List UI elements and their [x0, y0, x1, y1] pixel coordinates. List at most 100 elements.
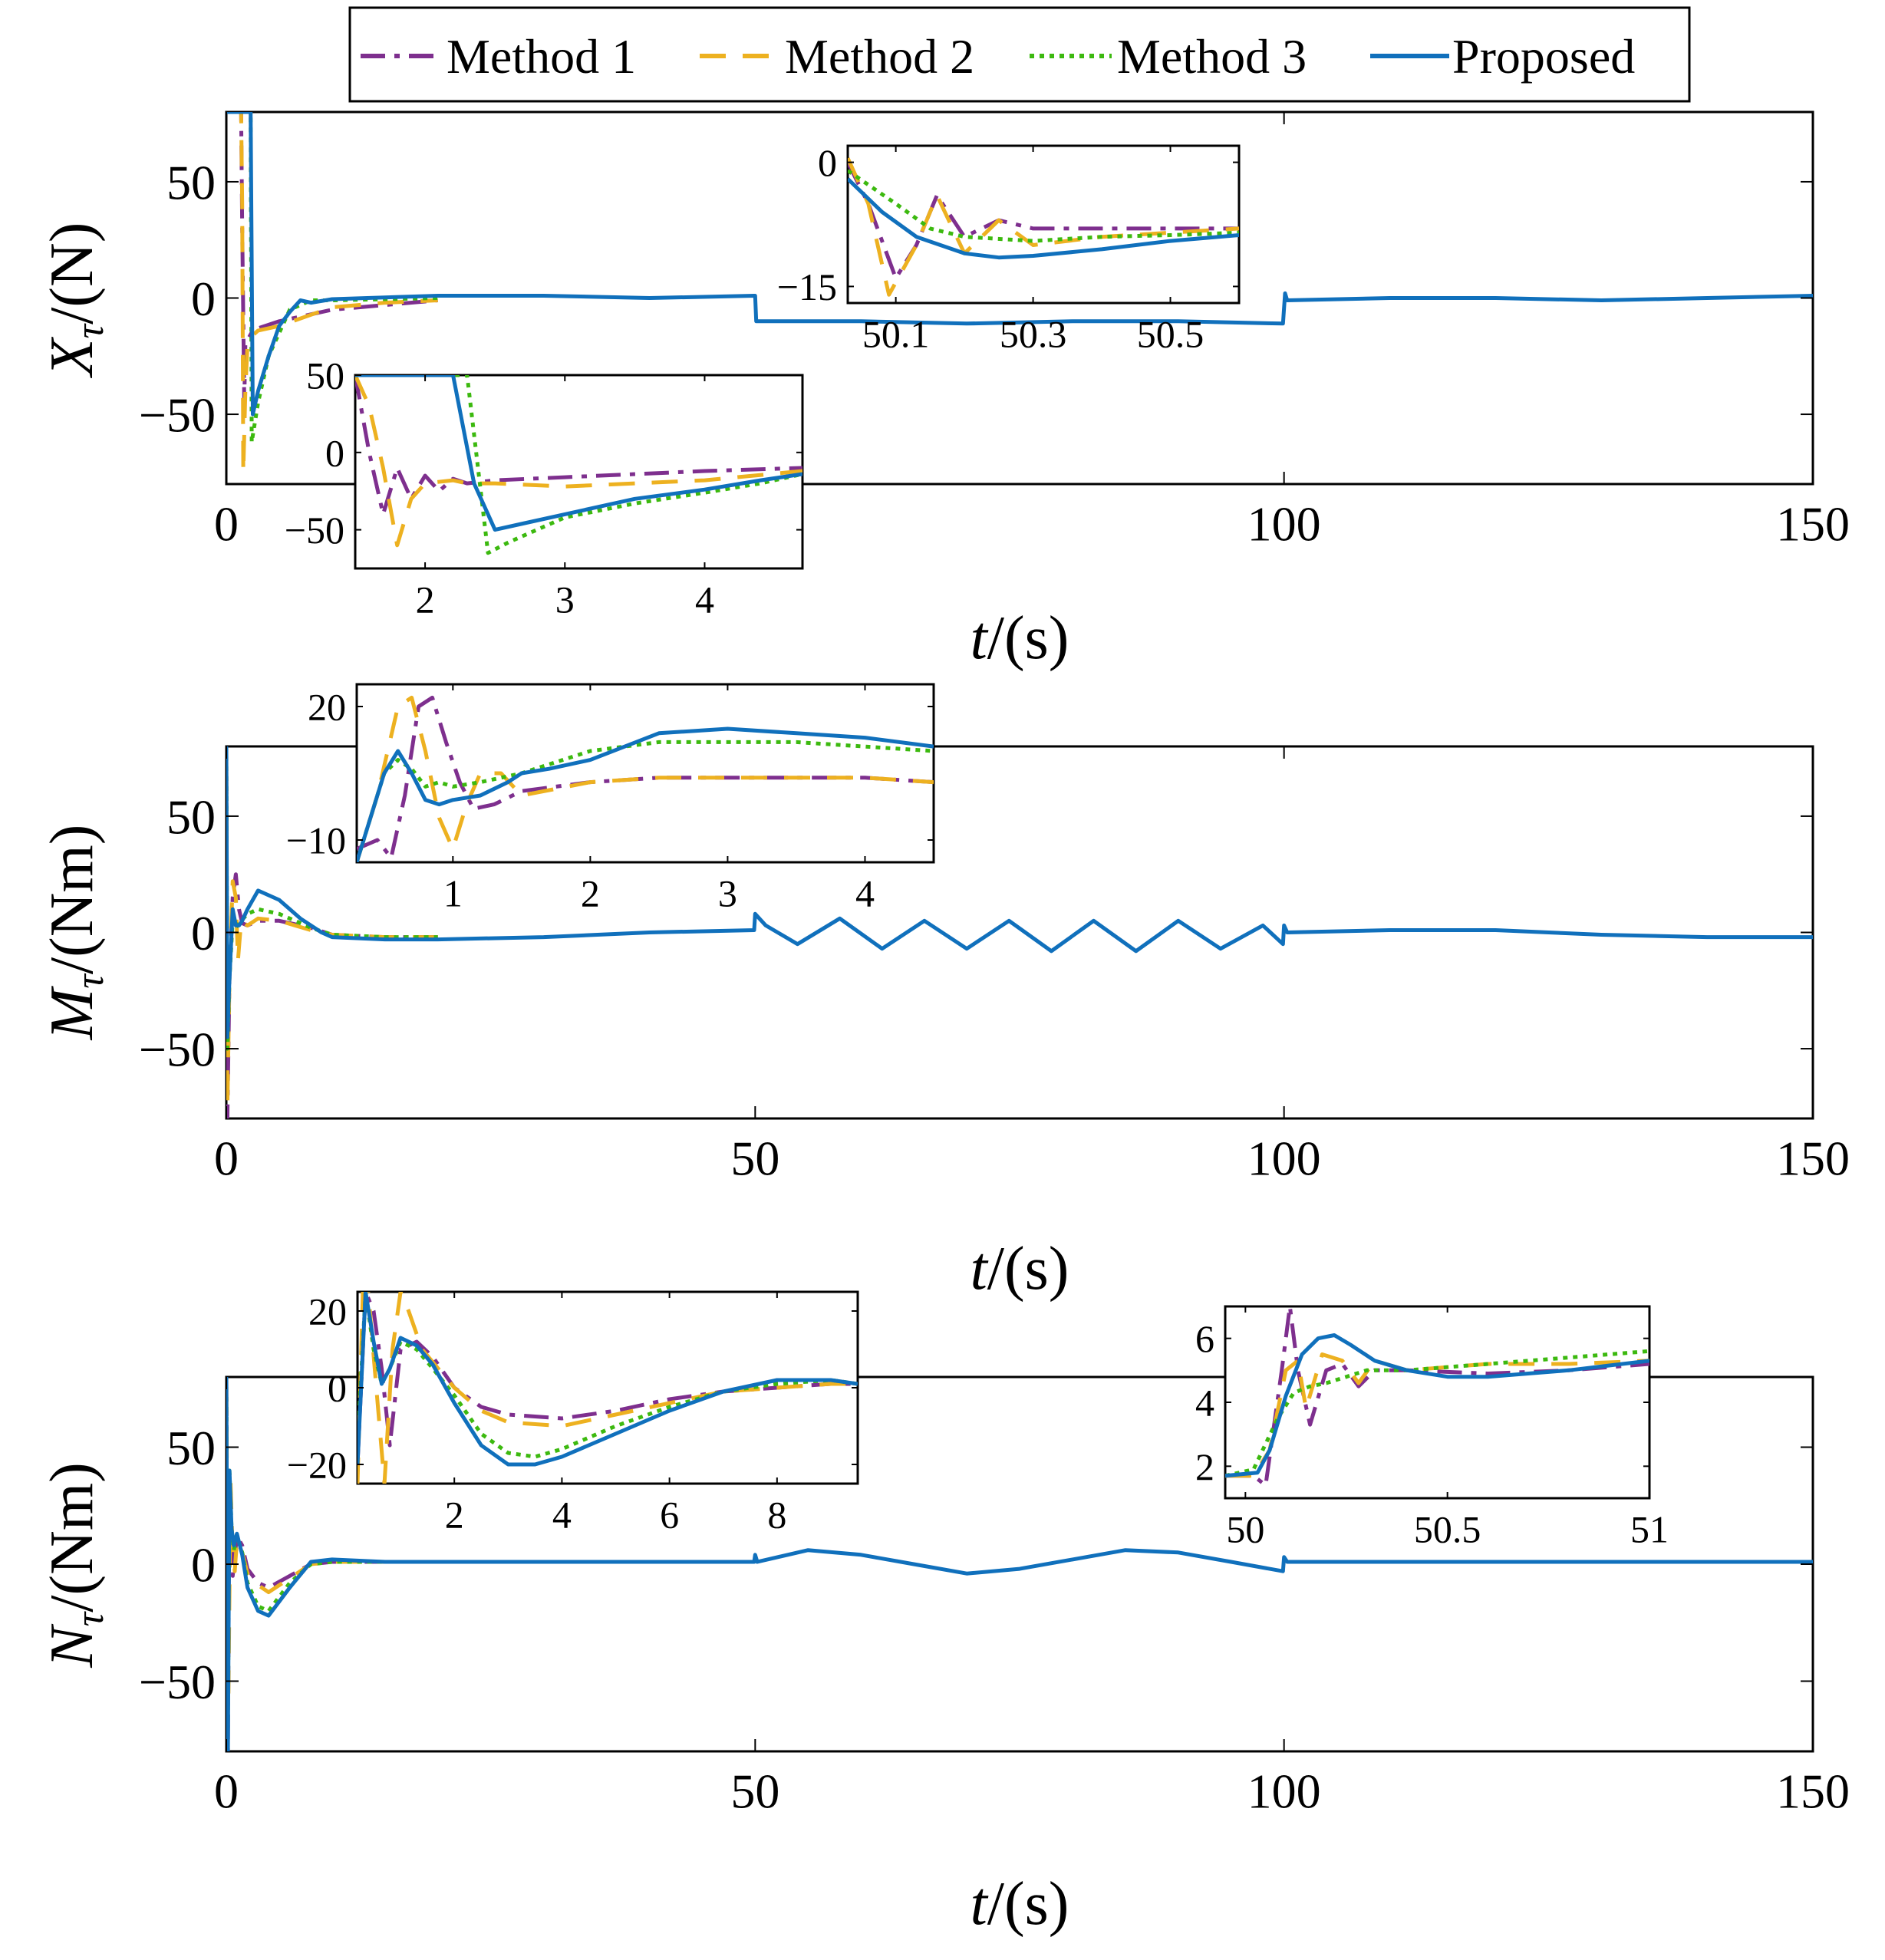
series-proposed — [848, 177, 1239, 260]
series-proposed — [1225, 1333, 1649, 1478]
y-axis-label: Xτ/(N) — [38, 222, 112, 379]
x-tick-label: 1 — [443, 872, 463, 915]
inset-disturbance-50s: 50 50.5 51 6 4 2 — [1195, 1305, 1669, 1551]
x-axis-label: t/(s) — [971, 1235, 1069, 1303]
inset-lines — [358, 1292, 858, 1484]
x-tick-label: 6 — [660, 1494, 679, 1537]
panel-n-tau: 0 50 100 150 50 0 −50 Nτ/(Nm) t/(s) 2 4 6 8 20 0 −20… — [38, 1290, 1850, 1939]
x-tick-label: 150 — [1776, 1764, 1850, 1819]
main-plot-lines — [226, 112, 1813, 475]
y-tick-label: −50 — [139, 387, 216, 442]
inset-startup: 2 4 6 8 20 0 −20 — [287, 1290, 859, 1537]
series-proposed — [355, 375, 802, 532]
y-tick-label: 2 — [1195, 1445, 1214, 1488]
series-proposed — [357, 726, 934, 862]
x-tick-label: 0 — [214, 497, 239, 552]
series-method-2 — [226, 112, 438, 475]
y-tick-label: 6 — [1195, 1317, 1214, 1360]
y-tick-label: 50 — [306, 354, 344, 397]
x-tick-label: 4 — [695, 578, 714, 621]
y-tick-label: 0 — [191, 906, 216, 960]
x-tick-label: 2 — [416, 578, 435, 621]
axis-ticks: 0 100 150 50 0 −50 — [139, 112, 1850, 552]
x-tick-label: 51 — [1630, 1508, 1669, 1551]
inset-ticks: 50.1 50.3 50.5 0 −15 — [777, 141, 1239, 356]
y-tick-label: 20 — [308, 1290, 347, 1333]
x-tick-label: 4 — [855, 872, 875, 915]
inset-startup: 1 2 3 4 20 −10 — [286, 683, 935, 915]
inset-lines — [1225, 1306, 1649, 1487]
inset-ticks: 50 50.5 51 6 4 2 — [1195, 1306, 1669, 1551]
legend: Method 1 Method 2 Method 3 Proposed — [348, 6, 1691, 103]
y-tick-label: 20 — [308, 686, 346, 729]
inset-frame — [355, 683, 935, 864]
y-tick-label: −50 — [139, 1022, 216, 1076]
series-proposed — [358, 1292, 858, 1467]
x-tick-label: 3 — [555, 578, 575, 621]
x-tick-label: 100 — [1247, 1132, 1321, 1186]
inset-lines — [848, 157, 1239, 297]
axis-ticks: 0 50 100 150 50 0 −50 — [139, 1377, 1850, 1819]
x-tick-label: 4 — [552, 1494, 572, 1537]
x-tick-label: 150 — [1776, 1132, 1850, 1186]
x-tick-label: 50.3 — [1000, 313, 1067, 356]
y-tick-label: 0 — [818, 141, 837, 184]
x-tick-label: 0 — [214, 1132, 239, 1186]
series-method-1 — [848, 161, 1239, 281]
y-tick-label: 4 — [1195, 1382, 1214, 1425]
legend-box — [348, 6, 1691, 103]
y-tick-label: −20 — [287, 1444, 347, 1487]
x-tick-label: 50 — [730, 1764, 779, 1819]
inset-disturbance-50s: 50.1 50.3 50.5 0 −15 — [777, 141, 1241, 356]
series-method-3 — [355, 375, 802, 555]
series-method-3 — [848, 169, 1239, 243]
inset-frame — [1224, 1305, 1651, 1500]
x-tick-label: 50 — [730, 1132, 779, 1186]
x-tick-label: 2 — [445, 1494, 464, 1537]
y-tick-label: −15 — [777, 265, 837, 308]
y-axis-label: Nτ/(Nm) — [38, 1462, 112, 1668]
inset-frame — [354, 374, 804, 570]
y-axis-label: Mτ/(Nm) — [38, 825, 112, 1041]
series-method-2 — [355, 375, 802, 548]
y-tick-label: 50 — [166, 155, 216, 209]
y-tick-label: 0 — [328, 1367, 347, 1410]
axis-ticks: 0 50 100 150 50 0 −50 — [139, 746, 1850, 1186]
x-tick-label: 50.5 — [1414, 1508, 1481, 1551]
y-tick-label: −10 — [286, 819, 346, 862]
legend-label-method-3: Method 3 — [1117, 29, 1307, 84]
inset-lines — [355, 375, 802, 555]
y-tick-label: 0 — [191, 1537, 216, 1592]
y-tick-label: 0 — [325, 431, 344, 474]
x-tick-label: 0 — [214, 1764, 239, 1819]
inset-ticks: 2 4 6 8 20 0 −20 — [287, 1290, 858, 1537]
x-axis-label: t/(s) — [971, 604, 1069, 672]
x-tick-label: 100 — [1247, 1764, 1321, 1819]
legend-label-method-1: Method 1 — [447, 29, 636, 84]
x-tick-label: 100 — [1247, 497, 1321, 552]
series-proposed — [226, 1377, 1813, 1751]
y-tick-label: 50 — [166, 1421, 216, 1475]
series-method-2 — [358, 1292, 858, 1484]
x-tick-label: 50.5 — [1137, 313, 1204, 356]
panel-x-tau: 0 100 150 50 0 −50 Xτ/(N) t/(s) 2 3 4 50 0 −50 50.… — [38, 110, 1850, 672]
series-proposed — [226, 746, 1813, 1039]
main-plot-lines — [226, 746, 1813, 1118]
y-tick-label: 50 — [166, 789, 216, 844]
legend-label-method-2: Method 2 — [785, 29, 974, 84]
y-tick-label: −50 — [285, 509, 344, 552]
x-tick-label: 3 — [718, 872, 737, 915]
y-tick-label: −50 — [139, 1655, 216, 1709]
x-tick-label: 50.1 — [862, 313, 930, 356]
x-tick-label: 150 — [1776, 497, 1850, 552]
inset-ticks: 1 2 3 4 20 −10 — [286, 684, 934, 915]
inset-frame — [846, 144, 1241, 305]
x-tick-label: 2 — [581, 872, 600, 915]
series-proposed — [226, 112, 1813, 417]
inset-lines — [357, 695, 934, 862]
series-method-3 — [1225, 1349, 1649, 1478]
legend-label-proposed: Proposed — [1452, 29, 1635, 84]
x-axis-label: t/(s) — [971, 1870, 1069, 1938]
series-method-3 — [357, 740, 934, 862]
